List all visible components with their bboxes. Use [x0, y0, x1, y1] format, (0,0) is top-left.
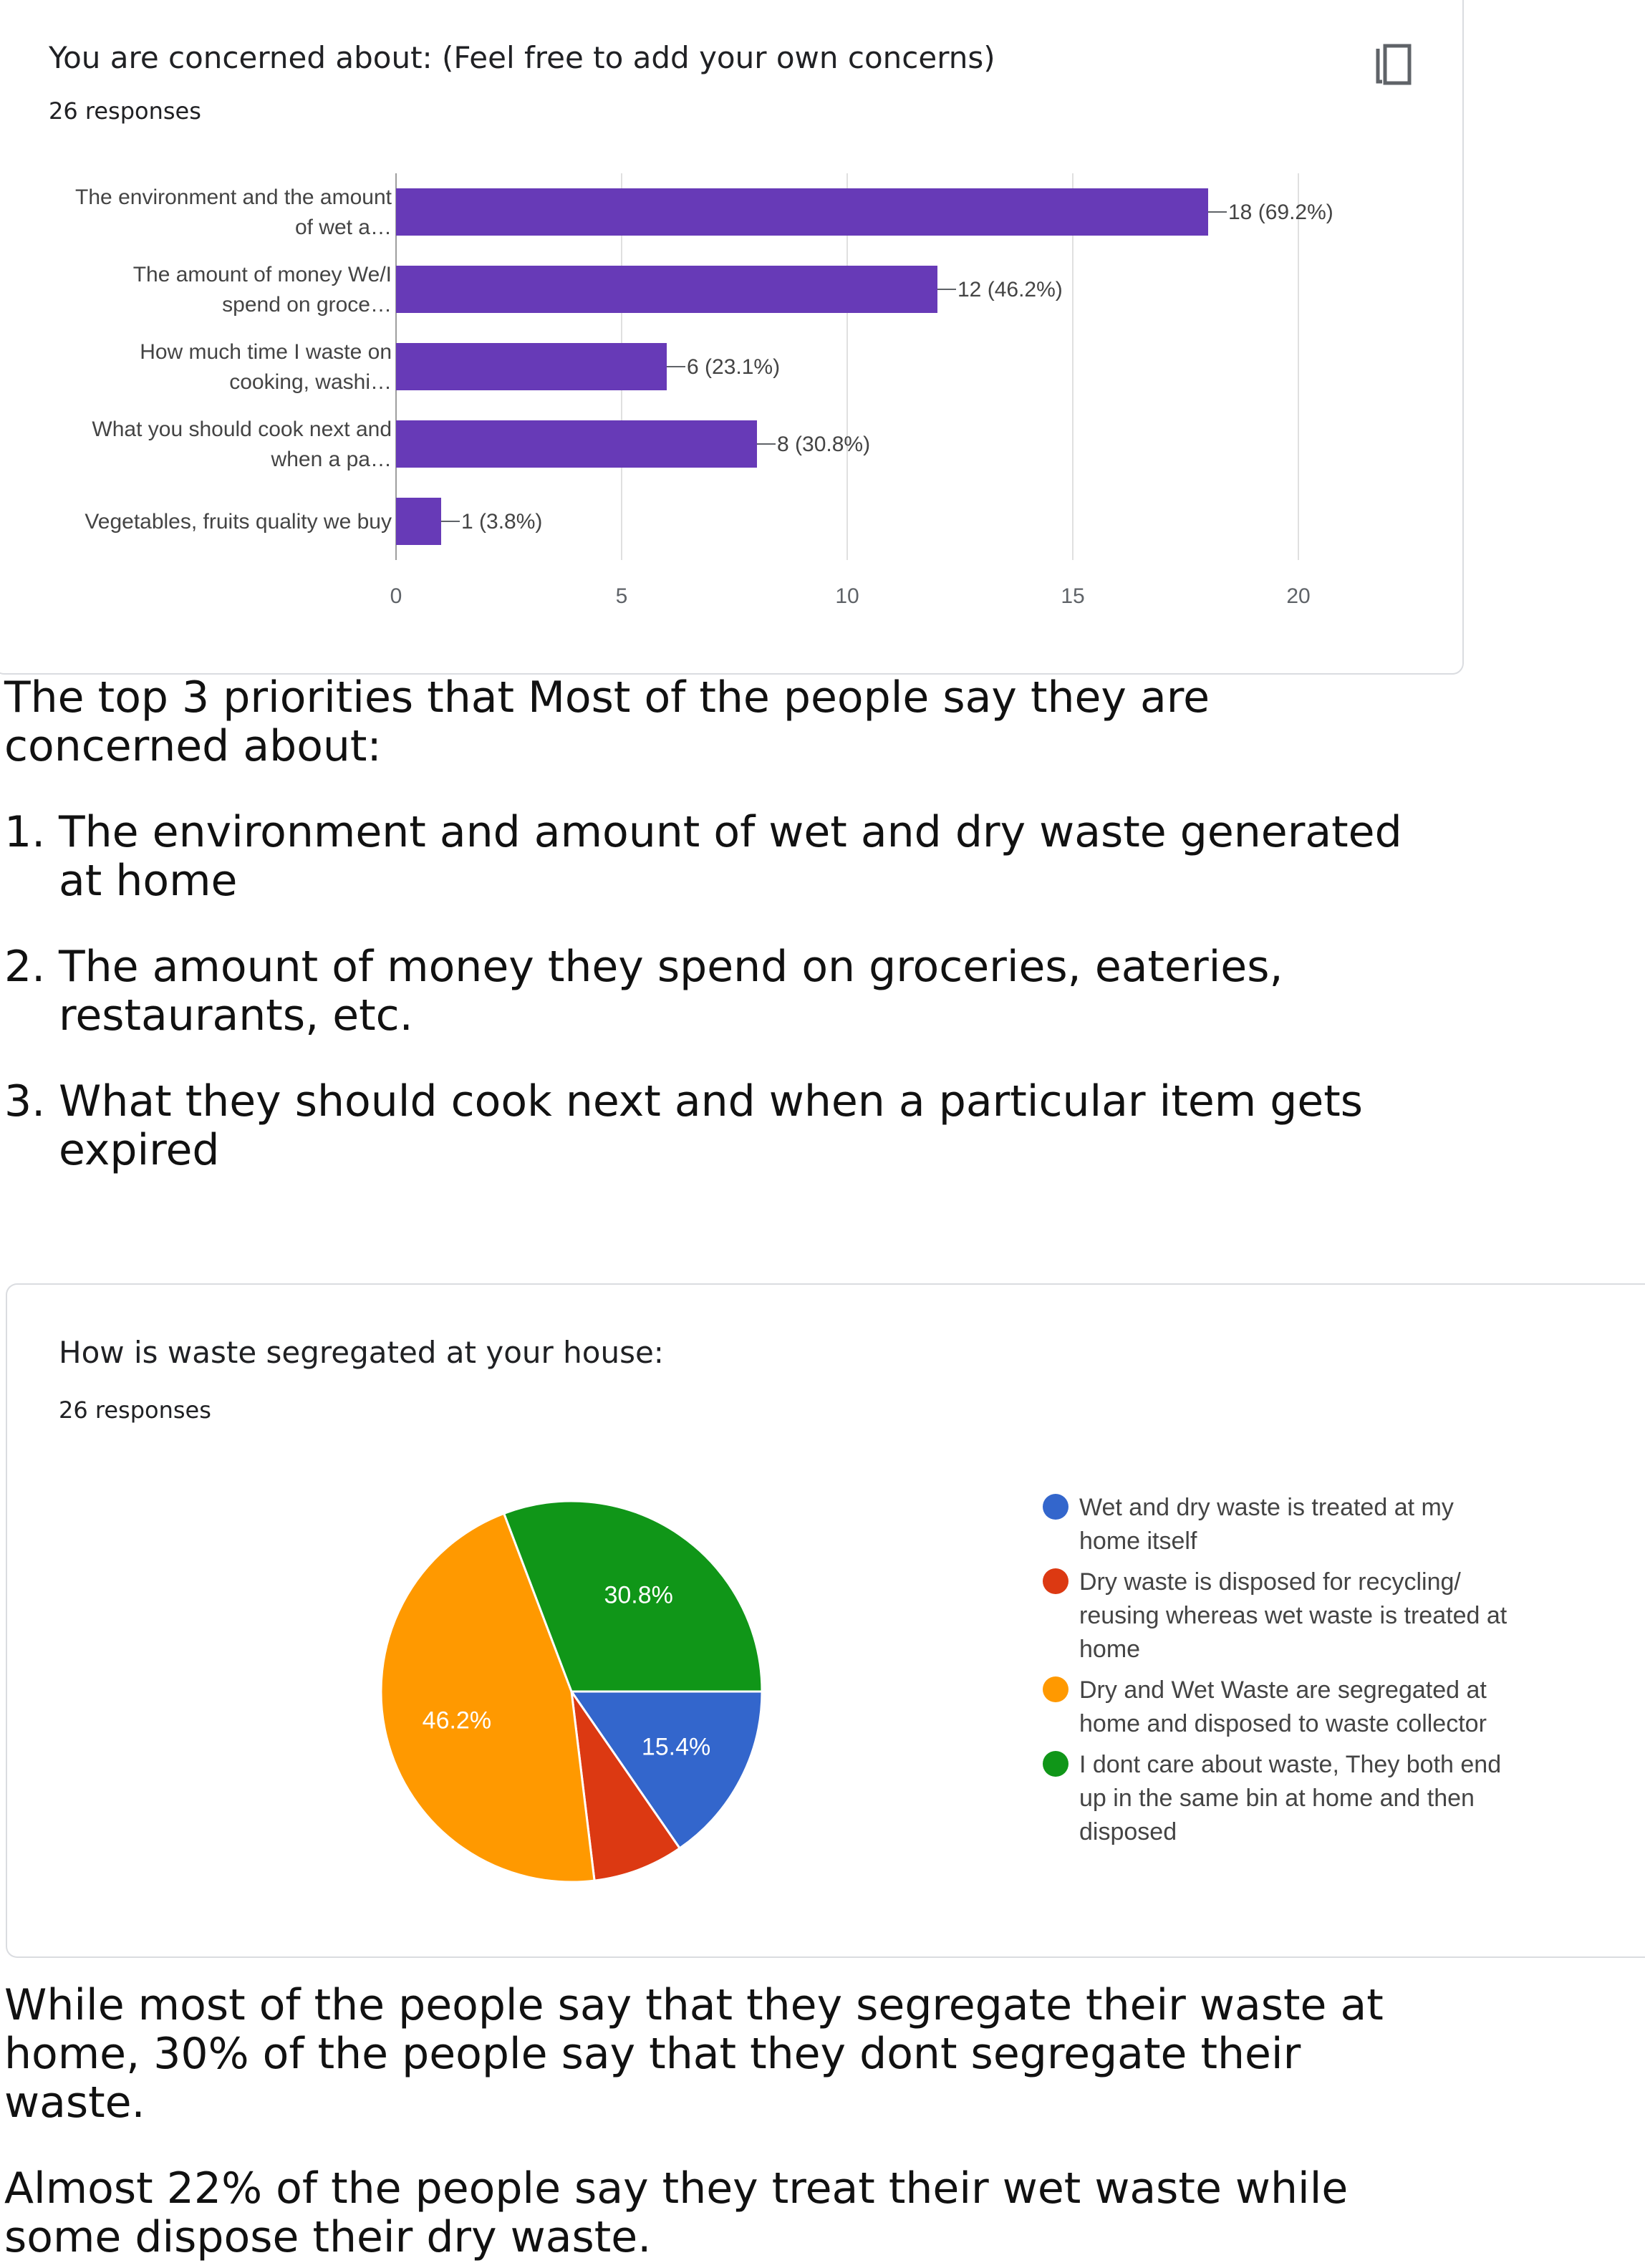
category-label: when a pa… [271, 448, 392, 471]
x-tick-label: 10 [835, 584, 859, 608]
legend-label: reusing whereas wet waste is treated at [1079, 1602, 1507, 1629]
x-tick-label: 0 [390, 584, 402, 608]
pie-chart-card [6, 1283, 1645, 1958]
bar [396, 266, 937, 313]
slice-label: 46.2% [423, 1707, 491, 1734]
legend-label: Wet and dry waste is treated at my [1079, 1494, 1454, 1521]
pie-slice [380, 1512, 596, 1883]
legend-marker [1043, 1751, 1068, 1777]
list-item: 3. What they should cook next and when a … [4, 1076, 1364, 1175]
legend-marker [1043, 1676, 1068, 1702]
data-label: 1 (3.8%) [461, 510, 542, 534]
question-title: You are concerned about: (Feel free to a… [49, 40, 995, 75]
legend-marker [1043, 1568, 1068, 1594]
bar [396, 343, 667, 390]
bar-chart: 0 5 10 15 20 18 (69.2%) The environment and th… [75, 173, 1333, 608]
legend-label: I dont care about waste, They both end [1079, 1751, 1501, 1778]
summary-paragraph: While most of the people say that they s… [4, 1980, 1384, 2128]
pie-chart: 15.4% 46.2% 30.8% Wet and dry waste is trea… [380, 1494, 1507, 1883]
category-label: of wet a… [295, 216, 392, 239]
priorities-list: 1. The environment and amount of wet and … [4, 808, 1408, 1212]
pie-slice [502, 1500, 763, 1693]
legend-label: home and disposed to waste collector [1079, 1710, 1487, 1737]
segregation-summary: While most of the people say that they s… [4, 1981, 1408, 2262]
x-tick-label: 15 [1061, 584, 1084, 608]
legend-label: home itself [1079, 1528, 1197, 1555]
legend-label: home [1079, 1636, 1140, 1663]
category-label: The amount of money We/I [133, 263, 392, 286]
data-label: 8 (30.8%) [777, 433, 870, 456]
x-tick-label: 5 [616, 584, 628, 608]
x-tick-label: 20 [1286, 584, 1310, 608]
pie-slice [569, 1690, 763, 1850]
list-item: 2. The amount of money they spend on groc… [4, 942, 1283, 1041]
category-label: The environment and the amount [75, 185, 392, 209]
category-label: cooking, washi… [229, 370, 392, 394]
category-label: What you should cook next and [92, 418, 392, 441]
question-title: How is waste segregated at your house: [59, 1335, 664, 1370]
legend-label: up in the same bin at home and then [1079, 1785, 1475, 1812]
legend-marker [1043, 1494, 1068, 1520]
data-label: 18 (69.2%) [1228, 201, 1333, 224]
bar [396, 188, 1208, 236]
bar-chart-card [0, 0, 1464, 675]
list-item: 1. The environment and amount of wet and … [4, 807, 1402, 906]
category-label: spend on groce… [222, 293, 392, 317]
legend-label: disposed [1079, 1818, 1177, 1845]
slice-label: 30.8% [604, 1581, 672, 1608]
priorities-intro: The top 3 priorities that Most of the pe… [4, 672, 1210, 771]
legend-label: Dry and Wet Waste are segregated at [1079, 1676, 1487, 1704]
response-count: 26 responses [59, 1396, 211, 1424]
legend-label: Dry waste is disposed for recycling/ [1079, 1568, 1461, 1596]
data-label: 12 (46.2%) [957, 278, 1063, 301]
bar [396, 498, 441, 545]
pie-slice [570, 1691, 682, 1882]
summary-paragraph: Almost 22% of the people say they treat … [4, 2163, 1349, 2262]
category-label: Vegetables, fruits quality we buy [85, 510, 392, 534]
slice-label: 15.4% [642, 1734, 710, 1761]
bar [396, 420, 757, 468]
data-label: 6 (23.1%) [687, 355, 780, 379]
copy-icon[interactable] [1375, 43, 1412, 87]
category-label: How much time I waste on [140, 340, 392, 364]
response-count: 26 responses [49, 97, 201, 125]
